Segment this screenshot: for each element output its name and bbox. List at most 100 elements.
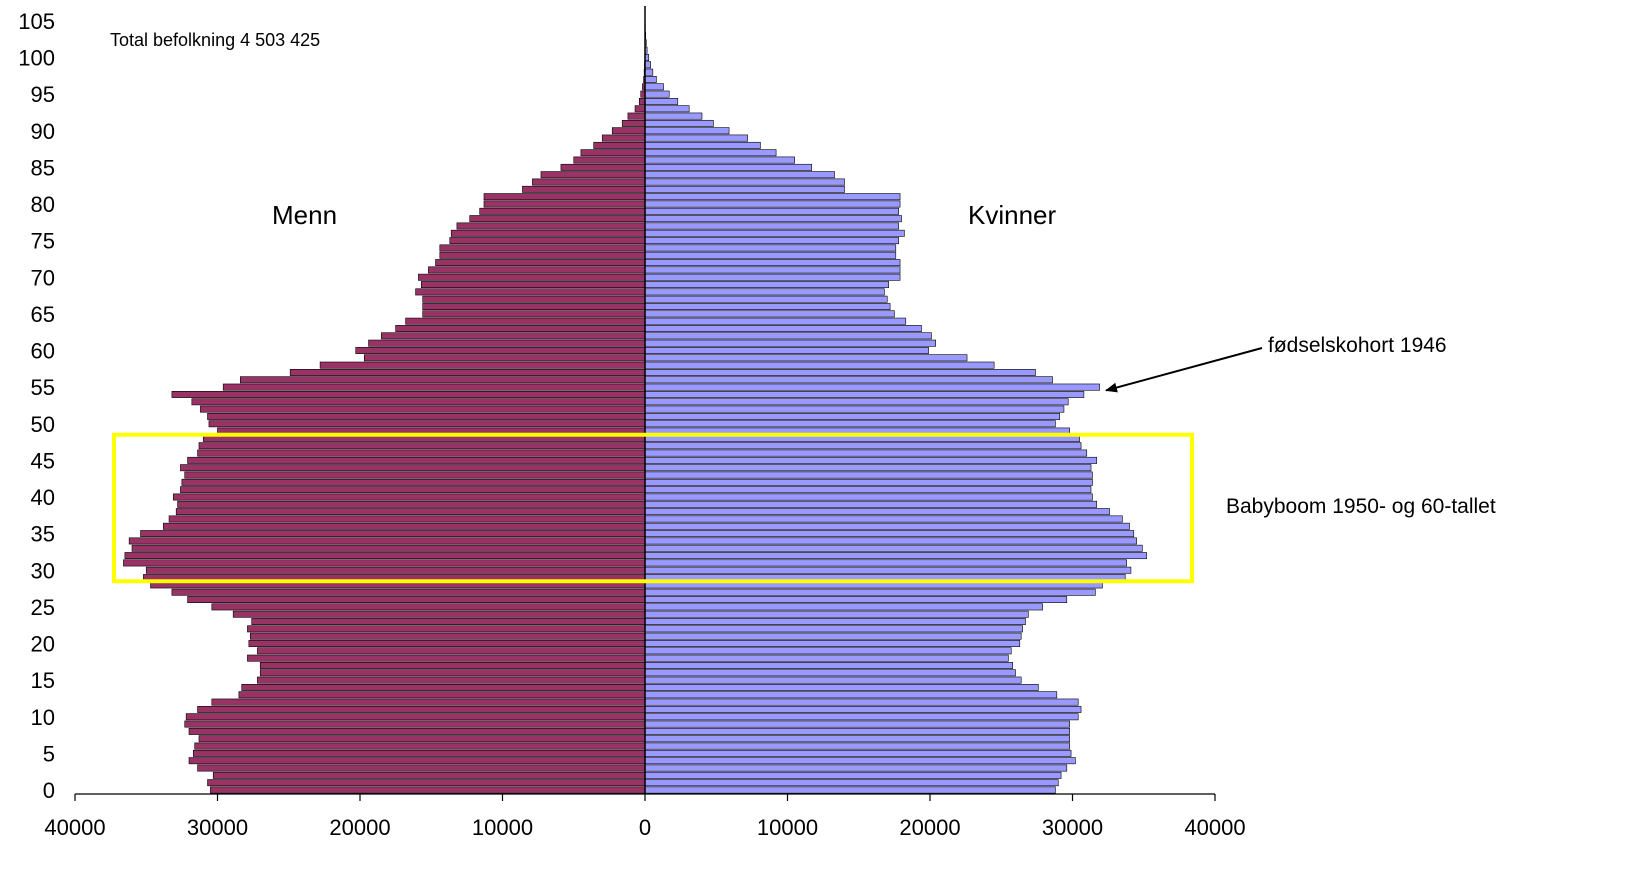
- y-tick-label: 20: [31, 632, 55, 657]
- bar-women-age-71: [644, 266, 901, 274]
- bar-men-age-20: [248, 640, 646, 647]
- bar-women-age-33: [644, 544, 1143, 552]
- bar-men-age-54: [171, 391, 646, 398]
- bar-women-age-57: [644, 369, 1036, 376]
- bar-women-age-46: [644, 449, 1088, 457]
- y-tick-label: 35: [31, 522, 55, 547]
- bar-women-age-92: [644, 112, 703, 120]
- bar-women-age-43: [644, 471, 1093, 479]
- x-tick-label: 40000: [44, 815, 105, 840]
- bar-women-age-3: [644, 764, 1068, 772]
- bar-men-age-89: [601, 134, 646, 142]
- bar-women-age-18: [644, 654, 1009, 662]
- bar-men-age-84: [540, 171, 646, 179]
- bar-women-age-99: [644, 61, 651, 69]
- bar-men-age-34: [128, 537, 646, 545]
- y-axis-ticks: 0 5 10 15 20 25 30 35 40 45 50 55 60 65 70 75 80 85 90 95 10…: [18, 9, 55, 803]
- men-label: Menn: [272, 200, 337, 230]
- bar-women-age-39: [644, 500, 1098, 508]
- y-tick-label: 55: [31, 375, 55, 400]
- bar-women-age-65: [644, 310, 895, 318]
- babyboom-highlight-box: [112, 432, 1194, 584]
- x-tick-label: 10000: [757, 815, 818, 840]
- bar-men-age-15: [257, 676, 646, 684]
- bar-women-age-45: [644, 456, 1098, 464]
- bar-women-age-38: [644, 508, 1110, 516]
- bar-men-age-70: [418, 273, 646, 281]
- bar-women-age-56: [644, 376, 1053, 384]
- bar-women-age-70: [644, 273, 901, 281]
- bar-women-age-72: [644, 259, 901, 267]
- bar-men-age-93: [634, 105, 646, 113]
- bar-women-age-8: [644, 727, 1070, 735]
- bar-men-age-32: [124, 552, 646, 560]
- bar-women-age-75: [644, 237, 899, 245]
- bar-women-age-98: [644, 68, 654, 76]
- bar-women-age-58: [644, 361, 995, 369]
- bar-men-age-17: [259, 662, 646, 669]
- bar-women-age-82: [644, 185, 845, 193]
- bar-men-age-55: [222, 383, 646, 391]
- bar-men-age-26: [187, 596, 646, 603]
- bar-women-age-85: [644, 163, 813, 171]
- bar-men-age-92: [627, 112, 646, 120]
- bar-women-age-83: [644, 178, 845, 186]
- bar-women-age-31: [644, 559, 1127, 567]
- y-tick-label: 75: [31, 229, 55, 254]
- bar-women-age-89: [644, 134, 748, 142]
- bar-men-age-66: [422, 303, 646, 310]
- bar-men-age-86: [573, 156, 646, 164]
- bar-women-age-88: [644, 141, 761, 149]
- bar-women-age-69: [644, 281, 889, 289]
- bar-men-age-35: [140, 530, 646, 538]
- bar-men-age-77: [456, 222, 646, 230]
- bar-women-age-91: [644, 119, 714, 127]
- bar-men-age-36: [163, 522, 646, 530]
- bar-women-age-21: [644, 632, 1022, 640]
- bar-men-age-69: [420, 281, 646, 289]
- bar-men-age-64: [405, 317, 646, 325]
- bar-men-age-57: [289, 369, 646, 376]
- bar-women-age-93: [644, 105, 690, 113]
- y-tick-label: 60: [31, 339, 55, 364]
- bar-women-age-79: [644, 207, 899, 215]
- bar-men-age-1: [207, 779, 646, 787]
- bar-men-age-73: [439, 251, 646, 259]
- bar-women-age-6: [644, 742, 1070, 750]
- x-tick-label: 40000: [1184, 815, 1245, 840]
- bar-men-age-80: [483, 200, 646, 208]
- bar-women-age-5: [644, 749, 1072, 757]
- total-population-label: Total befolkning 4 503 425: [110, 30, 320, 50]
- bar-men-age-12: [211, 698, 646, 706]
- bar-men-age-18: [247, 654, 646, 662]
- bar-men-age-31: [123, 559, 646, 567]
- bar-women-age-74: [644, 244, 897, 252]
- y-tick-label: 45: [31, 448, 55, 473]
- bar-men-age-13: [238, 691, 646, 699]
- bar-women-age-60: [644, 347, 929, 354]
- bar-men-age-53: [191, 398, 646, 406]
- x-tick-label: 20000: [329, 815, 390, 840]
- bar-men-age-23: [251, 618, 646, 625]
- bar-women-age-44: [644, 464, 1092, 472]
- bar-men-age-41: [180, 486, 646, 494]
- bar-men-age-7: [198, 735, 646, 743]
- bar-women-age-81: [644, 193, 901, 201]
- bar-women-age-77: [644, 222, 899, 230]
- bar-women-age-13: [644, 691, 1058, 699]
- bar-men-age-21: [249, 632, 646, 640]
- bar-men-age-25: [211, 603, 646, 611]
- bar-women-age-0: [644, 786, 1056, 794]
- bar-women-age-20: [644, 640, 1021, 647]
- bar-men-age-6: [194, 742, 646, 750]
- women-label: Kvinner: [968, 200, 1056, 230]
- bar-women-age-17: [644, 662, 1013, 669]
- y-tick-label: 40: [31, 485, 55, 510]
- bar-women-age-1: [644, 779, 1059, 787]
- y-tick-label: 30: [31, 558, 55, 583]
- y-tick-label: 85: [31, 155, 55, 180]
- bar-men-age-72: [435, 259, 646, 267]
- bar-men-age-37: [168, 515, 646, 523]
- bar-women-age-30: [644, 566, 1132, 574]
- cohort-arrow: [1105, 347, 1263, 393]
